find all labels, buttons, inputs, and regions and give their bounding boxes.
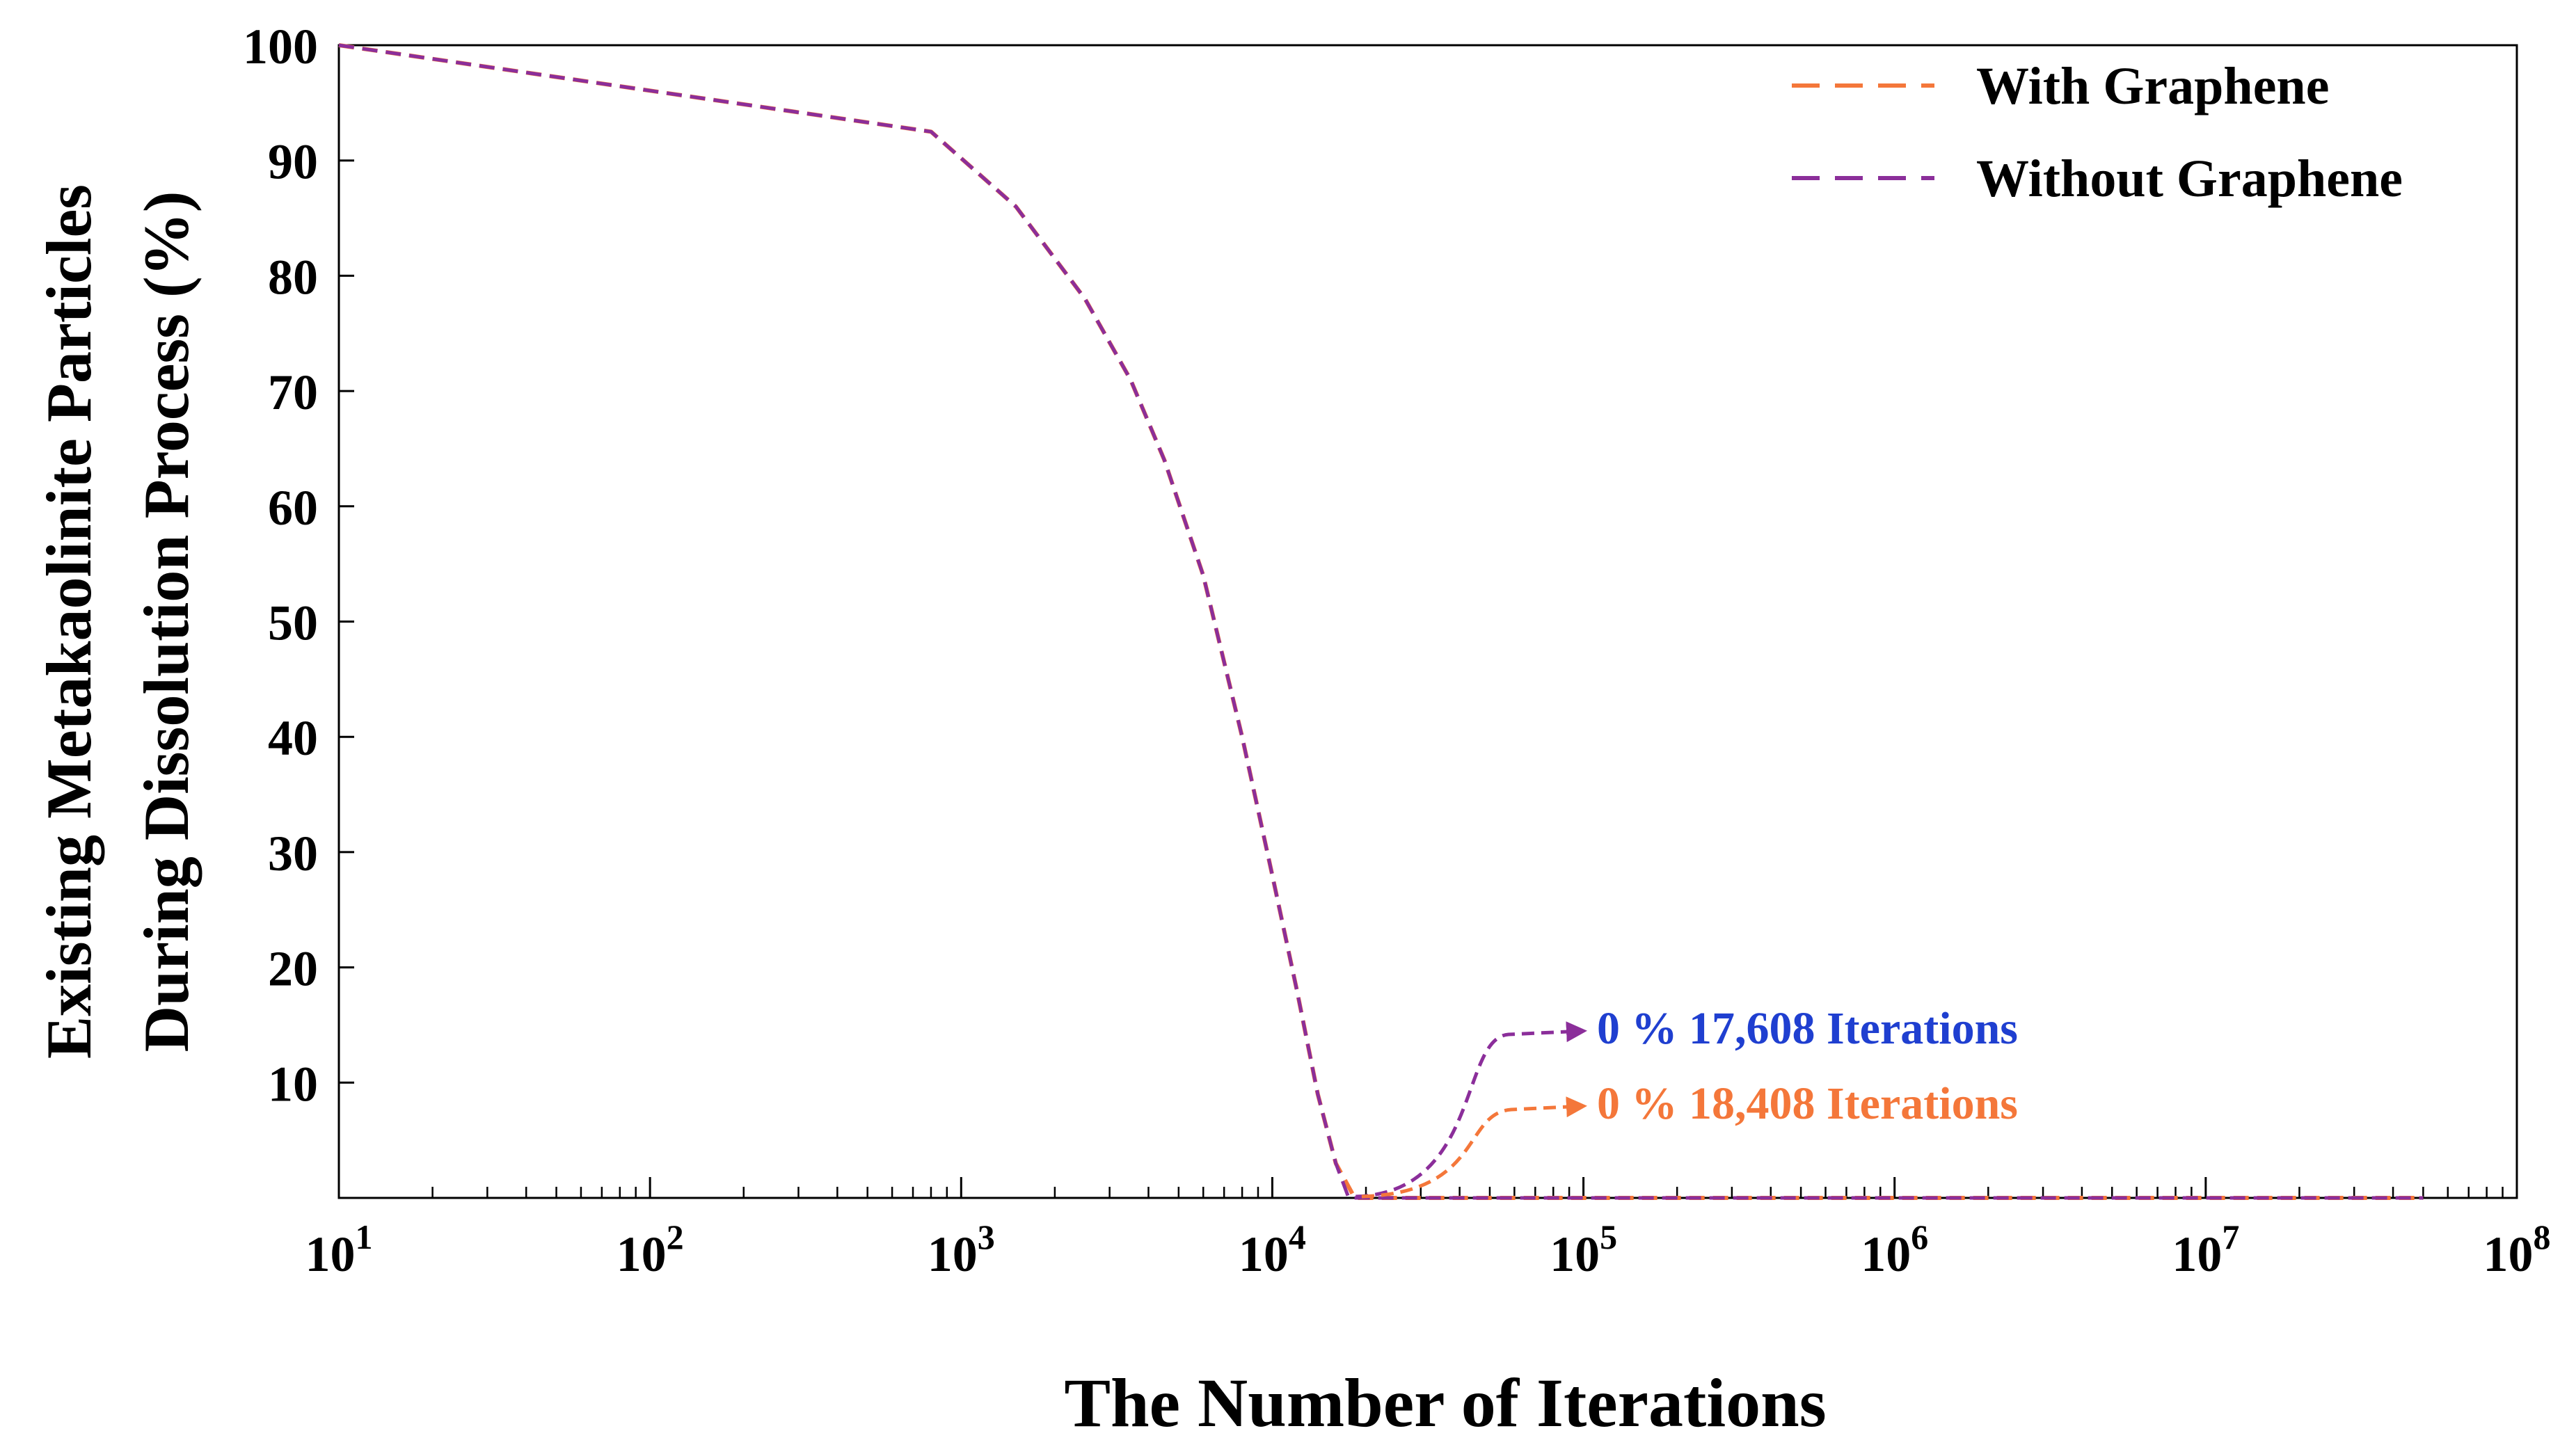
x-tick-label: 101 xyxy=(305,1217,373,1282)
x-tick-label: 102 xyxy=(617,1217,684,1282)
series-line-with-graphene xyxy=(338,43,2424,1200)
y-tick-label: 30 xyxy=(268,826,318,881)
legend-label: With Graphene xyxy=(1976,57,2329,115)
y-tick-label: 50 xyxy=(268,595,318,651)
annotation-arrow xyxy=(1355,1021,1587,1199)
x-tick-label: 107 xyxy=(2172,1217,2239,1282)
x-tick-label: 104 xyxy=(1239,1217,1306,1282)
x-axis-title: The Number of Iterations xyxy=(1064,1364,1826,1441)
y-tick-label: 60 xyxy=(268,480,318,536)
y-axis-title-line1: Existing Metakaolinite Particles xyxy=(33,184,104,1059)
y-tick-label: 20 xyxy=(268,941,318,997)
y-tick-label: 100 xyxy=(243,19,318,74)
y-tick-label: 40 xyxy=(268,710,318,766)
x-tick-label: 105 xyxy=(1550,1217,1617,1282)
plot-frame xyxy=(337,44,2518,1199)
y-axis-title-line2: During Dissolution Process (%) xyxy=(131,191,202,1053)
y-tick-label: 70 xyxy=(268,365,318,420)
x-tick-label: 108 xyxy=(2483,1217,2551,1282)
annotation-label: 0 % 18,408 Iterations xyxy=(1597,1078,2018,1129)
series-line-without-graphene xyxy=(338,43,2424,1200)
x-tick-label: 103 xyxy=(928,1217,995,1282)
y-tick-label: 10 xyxy=(268,1056,318,1112)
legend-label: Without Graphene xyxy=(1976,150,2403,208)
annotation-label: 0 % 17,608 Iterations xyxy=(1597,1003,2018,1054)
y-tick-label: 80 xyxy=(268,249,318,305)
y-tick-label: 90 xyxy=(268,134,318,190)
x-tick-label: 106 xyxy=(1861,1217,1928,1282)
annotation-arrow xyxy=(1361,1096,1587,1199)
